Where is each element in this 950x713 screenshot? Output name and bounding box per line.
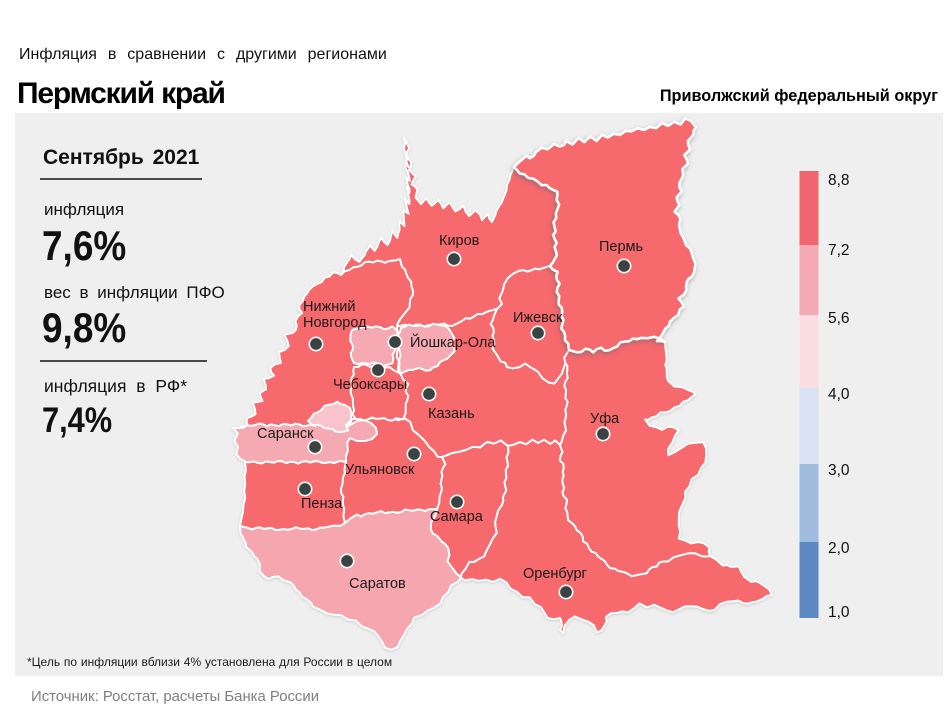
svg-text:Чебоксары: Чебоксары [333, 377, 407, 393]
svg-text:3,0: 3,0 [828, 462, 850, 479]
svg-text:Оренбург: Оренбург [523, 566, 587, 582]
svg-text:Пермский край: Пермский край [17, 77, 225, 110]
svg-text:Саратов: Саратов [349, 576, 406, 592]
svg-text:Ижевск: Ижевск [513, 310, 563, 326]
svg-text:Сентябрь 2021: Сентябрь 2021 [43, 146, 200, 169]
svg-text:Инфляция в сравнении с другими: Инфляция в сравнении с другими регионами [19, 46, 387, 63]
svg-text:Пермь: Пермь [599, 239, 643, 255]
svg-text:Ульяновск: Ульяновск [345, 462, 415, 478]
svg-text:2,0: 2,0 [828, 540, 850, 557]
svg-text:Источник: Росстат, расчеты Бан: Источник: Росстат, расчеты Банка России [31, 689, 319, 705]
svg-text:7,2: 7,2 [828, 242, 850, 259]
svg-text:Казань: Казань [428, 406, 475, 422]
svg-text:вес в инфляции ПФО: вес в инфляции ПФО [44, 283, 225, 302]
svg-text:инфляция в РФ*: инфляция в РФ* [44, 376, 187, 396]
svg-text:Уфа: Уфа [590, 411, 620, 427]
svg-text:Нижний: Нижний [303, 299, 355, 315]
svg-text:Новгород: Новгород [303, 315, 367, 331]
svg-text:7,4%: 7,4% [42, 400, 112, 439]
svg-text:Йошкар-Ола: Йошкар-Ола [410, 333, 496, 351]
svg-text:Киров: Киров [439, 233, 480, 249]
svg-text:Самара: Самара [430, 509, 484, 525]
svg-text:1,0: 1,0 [828, 604, 850, 621]
svg-text:Пенза: Пенза [301, 496, 343, 512]
svg-text:9,8%: 9,8% [42, 305, 126, 352]
svg-text:*Цель по инфляции вблизи 4% ус: *Цель по инфляции вблизи 4% установлена … [27, 655, 392, 669]
svg-text:инфляция: инфляция [44, 200, 124, 219]
svg-text:7,6%: 7,6% [42, 223, 126, 270]
svg-text:4,0: 4,0 [828, 386, 850, 403]
svg-text:Саранск: Саранск [257, 426, 314, 442]
svg-text:5,6: 5,6 [828, 310, 850, 327]
svg-text:8,8: 8,8 [828, 172, 850, 189]
svg-text:Приволжский федеральный округ: Приволжский федеральный округ [660, 87, 938, 105]
